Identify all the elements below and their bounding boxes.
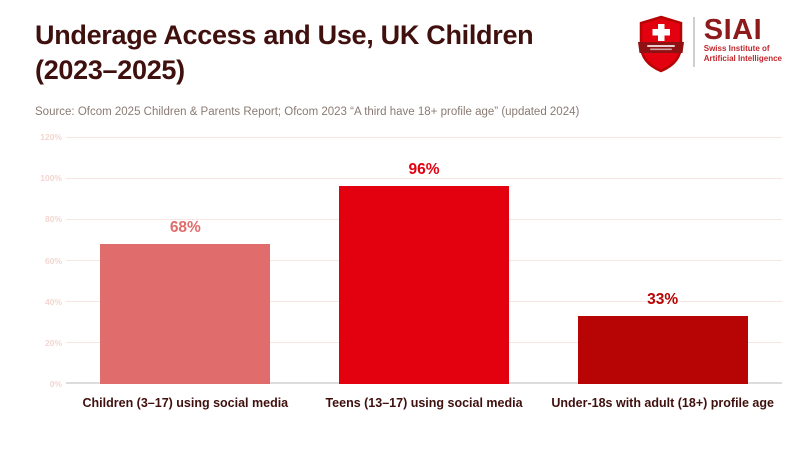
bar-value-label: 33% — [647, 291, 679, 309]
bar-column: 68% — [66, 137, 305, 384]
gridline — [66, 136, 782, 138]
bar — [577, 316, 748, 384]
y-tick-label: 0% — [49, 379, 62, 389]
logo-text-block: SIAI Swiss Institute of Artificial Intel… — [704, 15, 782, 63]
bar — [100, 244, 271, 384]
siai-logo: SIAI Swiss Institute of Artificial Intel… — [637, 15, 782, 73]
bar-chart: 0% 20% 40% 60% 80% 100% 120% 68% 96% 33% Childre… — [0, 130, 800, 450]
bar-column: 33% — [543, 137, 782, 384]
y-tick-label: 20% — [44, 337, 62, 348]
page-title: Underage Access and Use, UK Children (202… — [35, 18, 635, 88]
y-tick-label: 80% — [44, 214, 62, 225]
logo-divider — [692, 17, 695, 67]
logo-wordmark: SIAI — [703, 14, 763, 46]
logo-subtitle-line-1: Swiss Institute of — [703, 44, 770, 53]
bar-column: 96% — [305, 137, 544, 384]
y-tick-label: 120% — [40, 132, 62, 142]
bar — [339, 186, 509, 384]
swiss-shield-icon — [637, 15, 684, 73]
bars-container: 68% 96% 33% — [66, 137, 782, 384]
y-tick-label: 100% — [40, 173, 62, 184]
y-tick-label: 60% — [44, 255, 62, 266]
x-tick-label: Under-18s with adult (18+) profile age — [551, 396, 774, 410]
title-line-1: Underage Access and Use, UK Children — [35, 20, 534, 50]
title-line-2: (2023–2025) — [35, 55, 185, 85]
gridline — [66, 177, 782, 179]
bar-value-label: 68% — [169, 219, 201, 237]
x-axis: Children (3–17) using social media Teens … — [66, 394, 782, 413]
logo-subtitle-line-2: Artificial Intelligence — [703, 53, 782, 63]
x-tick-label: Children (3–17) using social media — [82, 396, 289, 410]
x-tick-label: Teens (13–17) using social media — [325, 396, 523, 410]
y-tick-label: 40% — [44, 296, 62, 307]
source-caption: Source: Ofcom 2025 Children & Parents Re… — [35, 106, 580, 118]
bar-value-label: 96% — [408, 161, 440, 179]
